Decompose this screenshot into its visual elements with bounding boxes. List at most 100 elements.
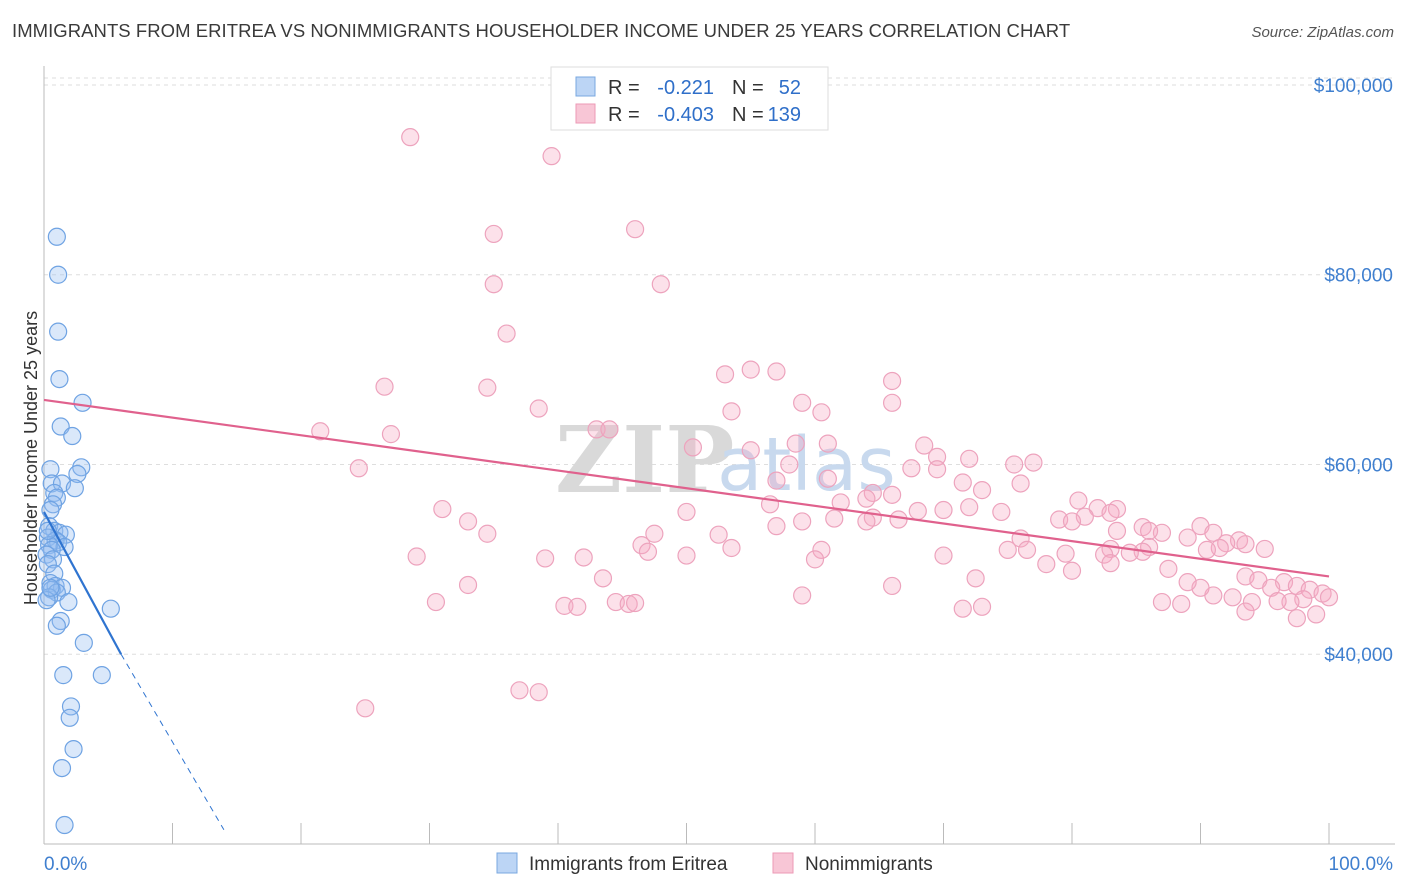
eritrea-point-41	[47, 616, 66, 635]
nonimm-point-133	[793, 586, 812, 605]
nonimm-point-85	[645, 524, 664, 543]
nonimm-point-32	[349, 459, 368, 478]
nonimm-point-112	[1062, 561, 1082, 580]
nonimm-point-27	[927, 447, 947, 466]
grid-lines	[44, 77, 1395, 655]
nonimm-point-26	[683, 438, 703, 457]
nonimm-point-135	[1236, 602, 1255, 621]
nonimm-point-21	[600, 420, 619, 439]
nonimm-point-129	[1178, 573, 1197, 592]
nonimm-point-24	[818, 434, 837, 453]
eritrea-points	[37, 227, 120, 835]
nonimm-point-33	[902, 459, 921, 478]
nonimm-point-77	[1056, 544, 1075, 563]
nonimm-point-56	[857, 512, 876, 531]
bottom-legend-eritrea: Immigrants from Eritrea	[529, 854, 728, 875]
nonimm-point-105	[677, 546, 696, 565]
eritrea-point-51	[41, 578, 60, 597]
nonimm-point-93	[574, 548, 593, 567]
nonimm-point-91	[722, 538, 741, 558]
eritrea-trend-extension	[120, 653, 225, 831]
nonimm-point-96	[593, 569, 613, 588]
y-tick-label-2: $80,000	[1324, 266, 1393, 287]
y-tick-label-1: $60,000	[1324, 455, 1393, 476]
nonimm-point-9	[767, 362, 786, 381]
nonimm-point-41	[882, 485, 902, 504]
nonimm-point-11	[478, 378, 497, 397]
nonimm-point-20	[587, 420, 606, 439]
nonimm-point-92	[812, 540, 831, 559]
nonimm-point-121	[1319, 588, 1339, 607]
legend-swatch-nonimm	[575, 103, 596, 124]
nonimm-point-12	[882, 371, 902, 391]
nonimm-point-10	[375, 377, 394, 396]
watermark-atlas: atlas	[717, 422, 896, 508]
nonimm-point-134	[953, 599, 972, 618]
nonimm-point-61	[1204, 523, 1223, 542]
nonimm-point-74	[1120, 543, 1139, 562]
eritrea-point-39	[101, 599, 120, 618]
nonimm-point-130	[1172, 594, 1191, 614]
nonimm-point-98	[458, 575, 478, 595]
nonimm-point-49	[1101, 503, 1120, 522]
nonimm-point-137	[1287, 609, 1306, 628]
nonimm-point-110	[998, 540, 1017, 559]
eritrea-point-43	[54, 666, 73, 685]
nonimm-point-94	[638, 542, 658, 561]
nonimm-point-131	[1152, 592, 1172, 612]
legend-r-label-2: R =	[608, 104, 640, 126]
trend-lines	[43, 398, 1330, 831]
y-tick-label-0: $40,000	[1324, 645, 1393, 666]
nonimm-point-109	[882, 576, 902, 596]
bottom-swatch-nonimm	[772, 852, 794, 874]
nonimm-point-7	[715, 365, 735, 384]
nonimm-point-52	[992, 502, 1011, 522]
nonimm-point-22	[741, 441, 760, 460]
nonimm-point-95	[536, 549, 555, 568]
eritrea-point-36	[40, 588, 59, 607]
nonimm-point-102	[555, 596, 574, 615]
nonimm-point-76	[1101, 554, 1120, 573]
eritrea-point-7	[41, 460, 60, 479]
nonimm-point-83	[458, 512, 478, 531]
eritrea-point-46	[60, 708, 79, 727]
nonimmigrants-points	[311, 128, 1339, 718]
nonimm-point-97	[407, 547, 426, 566]
series-legend: Immigrants from Eritrea Nonimmigrants	[496, 852, 933, 875]
nonimm-point-53	[908, 501, 927, 521]
nonimm-point-104	[625, 593, 645, 613]
nonimm-point-4	[484, 275, 503, 294]
nonimm-point-36	[818, 469, 837, 488]
nonimm-point-132	[972, 597, 992, 616]
nonimm-point-28	[960, 449, 979, 468]
axes	[43, 66, 1395, 845]
nonimm-point-37	[1011, 474, 1030, 493]
eritrea-point-1	[49, 265, 68, 284]
nonimm-point-81	[793, 512, 812, 531]
nonimm-point-14	[722, 402, 741, 421]
nonimm-point-123	[1281, 592, 1300, 612]
nonimm-point-62	[1178, 528, 1197, 547]
eritrea-point-9	[68, 464, 87, 484]
nonimm-point-31	[780, 455, 799, 474]
chart-title: IMMIGRANTS FROM ERITREA VS NONIMMIGRANTS…	[12, 20, 1071, 41]
eritrea-point-42	[74, 633, 93, 652]
nonimm-point-8	[741, 360, 760, 379]
nonimm-point-125	[1242, 592, 1262, 612]
nonimm-point-46	[960, 498, 979, 517]
nonimm-point-0	[401, 128, 420, 147]
nonimm-point-82	[889, 510, 908, 529]
nonimm-point-30	[1024, 453, 1043, 472]
eritrea-point-31	[41, 573, 60, 593]
nonimm-trend-line	[43, 398, 1330, 578]
bottom-legend-nonimm: Nonimmigrants	[805, 854, 933, 875]
nonimm-point-99	[426, 592, 446, 612]
nonimm-point-35	[767, 471, 786, 490]
nonimm-point-13	[529, 399, 548, 418]
x-tick-label-1: 100.0%	[1329, 854, 1394, 875]
eritrea-point-16	[41, 500, 60, 520]
x-tick-labels: 0.0% 100.0%	[44, 854, 1393, 875]
legend-r-label-1: R =	[608, 77, 640, 99]
nonimm-point-3	[625, 220, 645, 239]
nonimm-point-139	[529, 683, 548, 702]
